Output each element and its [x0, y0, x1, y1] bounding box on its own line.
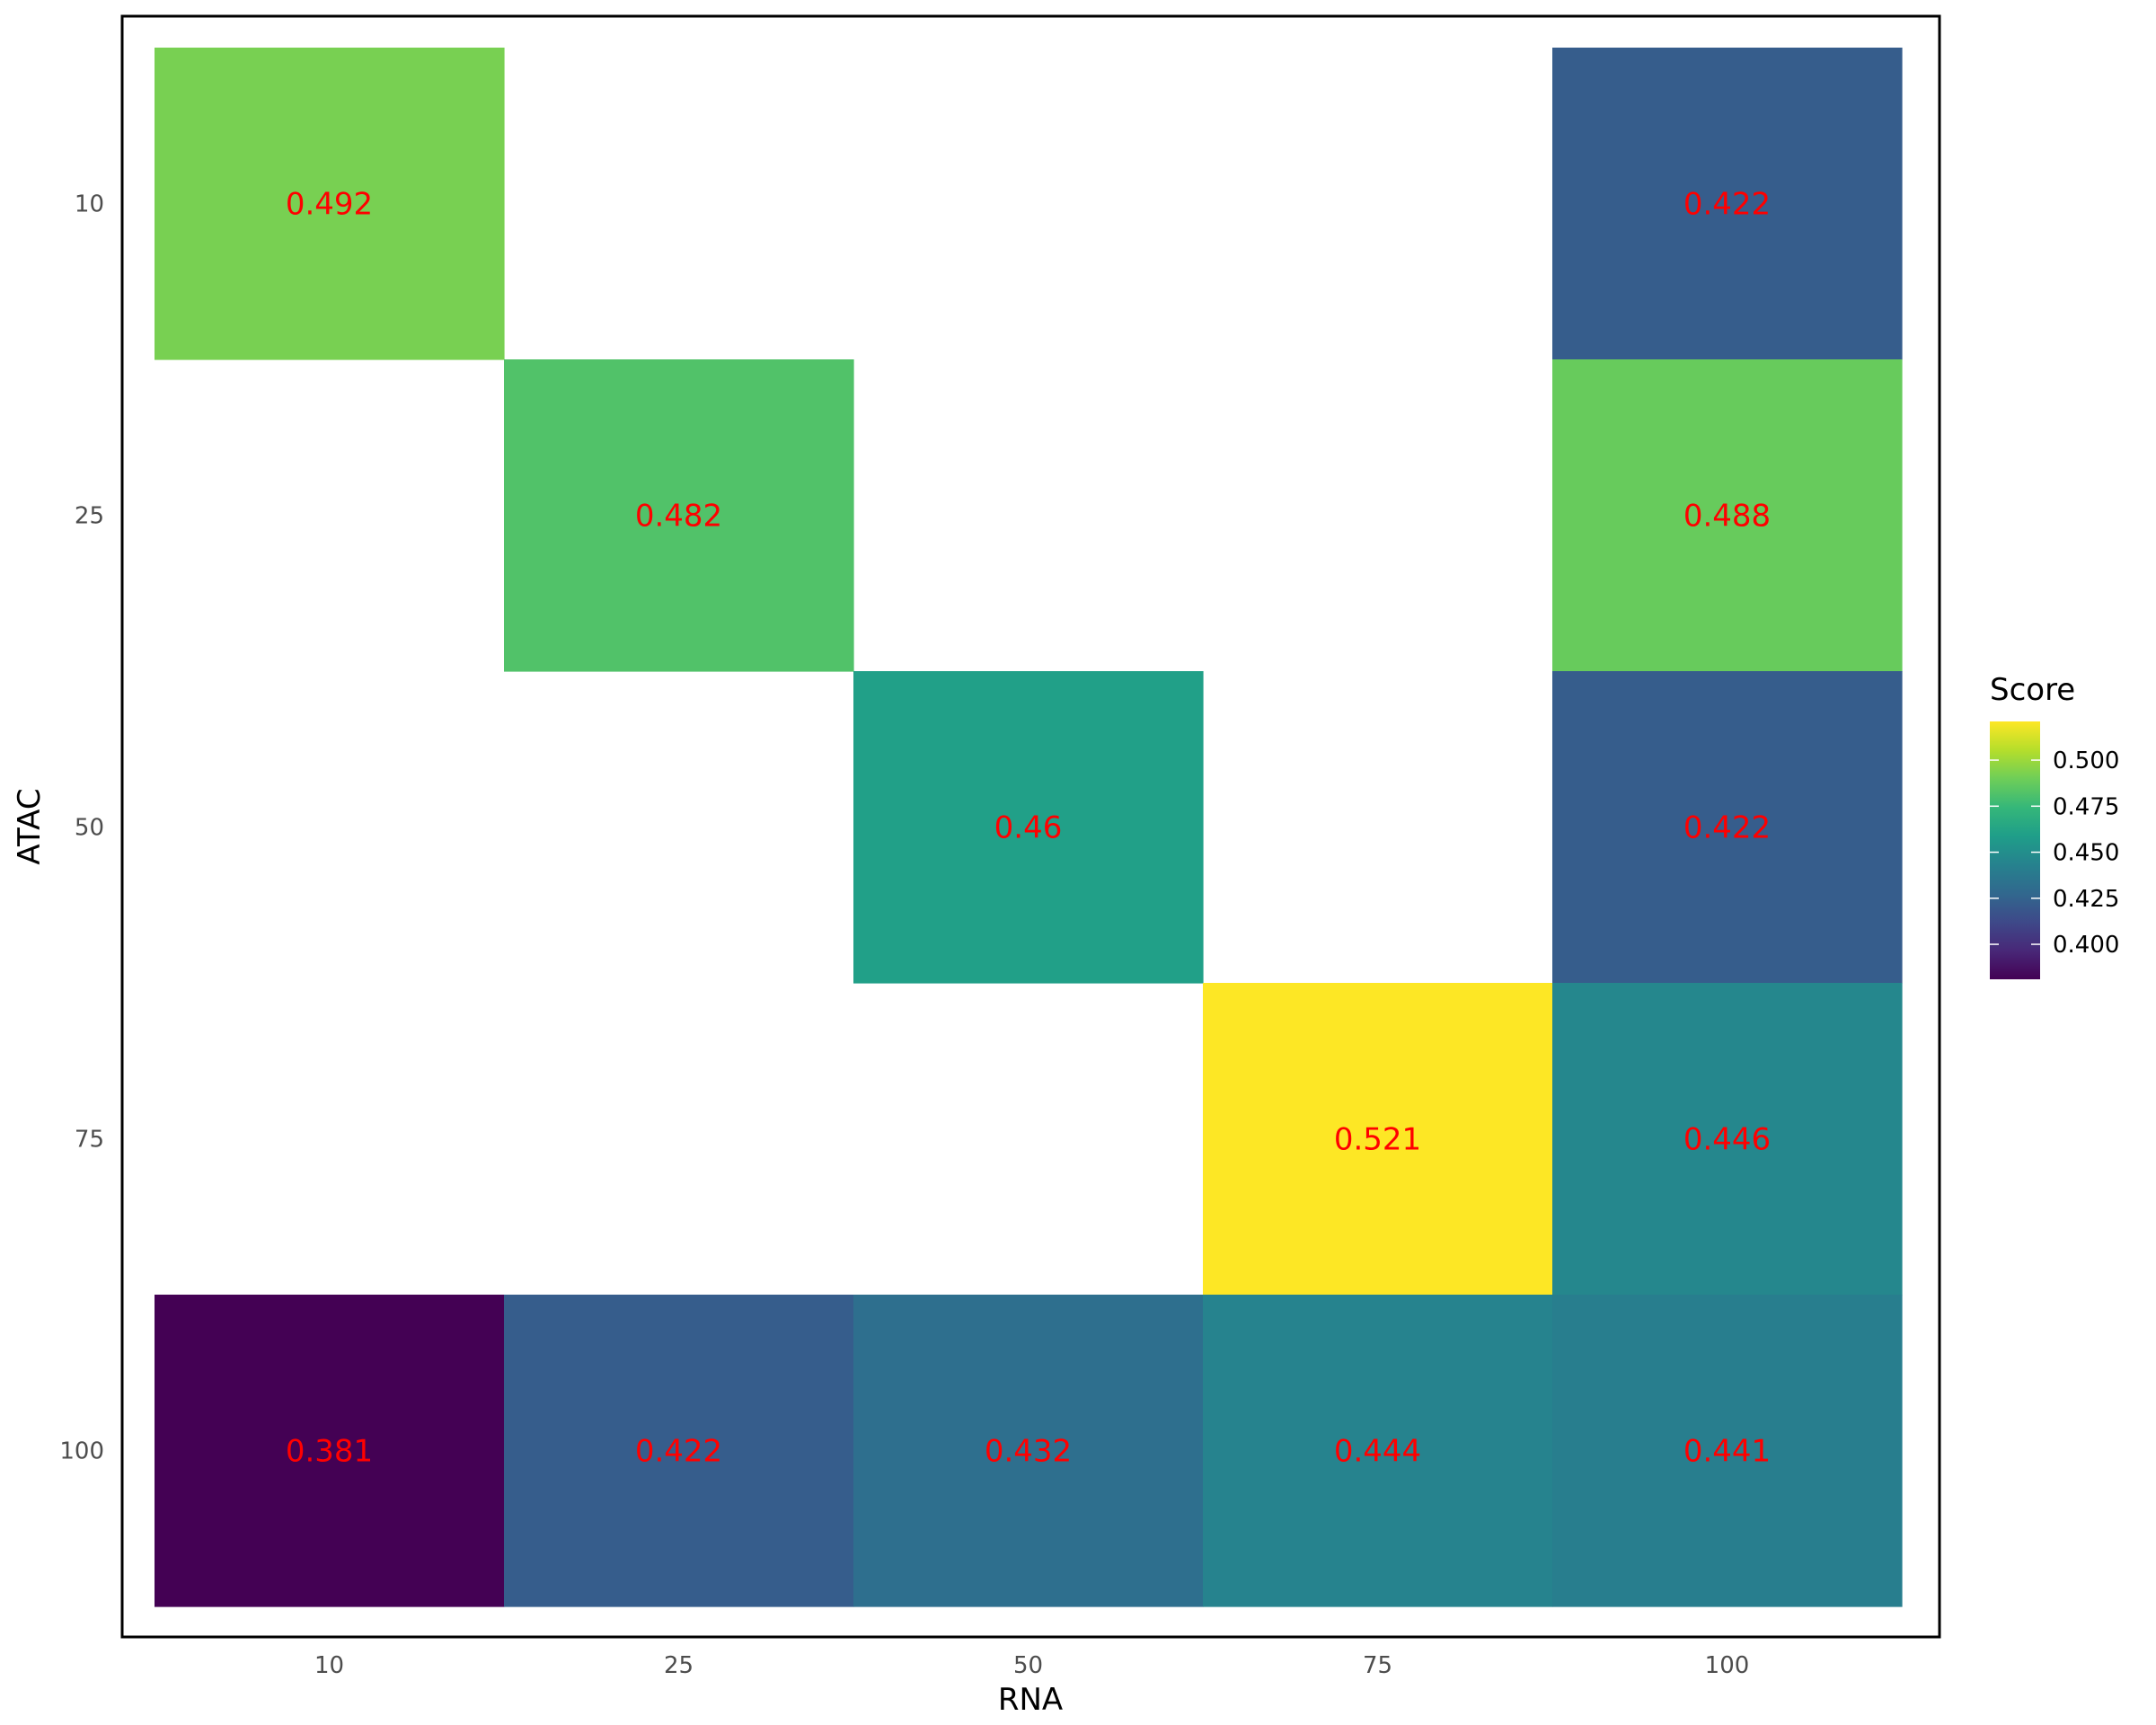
- x-tick-label: 50: [1013, 1652, 1043, 1679]
- legend-tick-label: 0.450: [2053, 840, 2119, 867]
- heatmap-cells: [155, 48, 1903, 1607]
- cell-value-label: 0.422: [635, 1434, 722, 1470]
- x-axis-label: RNA: [998, 1682, 1063, 1718]
- y-axis-label: ATAC: [12, 788, 48, 864]
- color-legend: Score 0.400 0.425 0.450 0.475 0.500: [1990, 672, 2119, 979]
- cell-value-label: 0.521: [1334, 1122, 1421, 1158]
- x-axis-ticks: 10 25 50 75 100: [314, 1652, 1749, 1679]
- cell-value-label: 0.446: [1683, 1122, 1771, 1158]
- y-tick-label: 100: [59, 1438, 104, 1465]
- cell-value-label: 0.432: [985, 1434, 1072, 1470]
- heatmap-cell: [504, 1295, 854, 1607]
- heatmap-cell: [1203, 983, 1553, 1296]
- y-tick-label: 10: [75, 191, 104, 218]
- cell-value-label: 0.422: [1683, 810, 1771, 846]
- heatmap-cell: [1552, 359, 1903, 672]
- cell-value-label: 0.441: [1683, 1434, 1771, 1470]
- legend-colorbar: [1990, 721, 2040, 979]
- heatmap-cell: [1203, 1295, 1553, 1607]
- cell-value-label: 0.444: [1334, 1434, 1421, 1470]
- cell-value-label: 0.482: [635, 499, 722, 535]
- heatmap-cell: [853, 1295, 1204, 1607]
- x-tick-label: 75: [1363, 1652, 1392, 1679]
- heatmap-cell: [1552, 1295, 1903, 1607]
- cell-value-label: 0.488: [1683, 499, 1771, 535]
- y-tick-label: 75: [75, 1127, 104, 1154]
- cell-value-label: 0.492: [286, 187, 373, 223]
- x-tick-label: 25: [664, 1652, 694, 1679]
- legend-ticks: 0.400 0.425 0.450 0.475 0.500: [1990, 748, 2119, 959]
- heatmap-cell: [1552, 671, 1903, 984]
- cell-value-label: 0.46: [994, 810, 1063, 846]
- heatmap-cell: [853, 671, 1204, 984]
- cell-labels: 0.492 0.422 0.482 0.488 0.46 0.422 0.521 0.446 0…: [286, 187, 1771, 1470]
- legend-tick-label: 0.400: [2053, 932, 2119, 959]
- y-tick-label: 50: [75, 815, 104, 842]
- heatmap-cell: [1552, 48, 1903, 360]
- legend-tick-label: 0.500: [2053, 748, 2119, 774]
- heatmap-cell: [504, 359, 854, 672]
- heatmap-cell: [155, 1295, 505, 1607]
- cell-value-label: 0.381: [286, 1434, 373, 1470]
- heatmap-cell: [155, 48, 505, 360]
- cell-value-label: 0.422: [1683, 187, 1771, 223]
- y-axis-ticks: 10 25 50 75 100: [59, 191, 104, 1465]
- heatmap-cell: [1552, 983, 1903, 1296]
- legend-tick-label: 0.475: [2053, 793, 2119, 820]
- panel-border: [120, 14, 1941, 1639]
- legend-tick-label: 0.425: [2053, 886, 2119, 913]
- y-tick-label: 25: [75, 503, 104, 530]
- x-tick-label: 100: [1705, 1652, 1750, 1679]
- x-tick-label: 10: [314, 1652, 344, 1679]
- legend-title: Score: [1990, 672, 2075, 708]
